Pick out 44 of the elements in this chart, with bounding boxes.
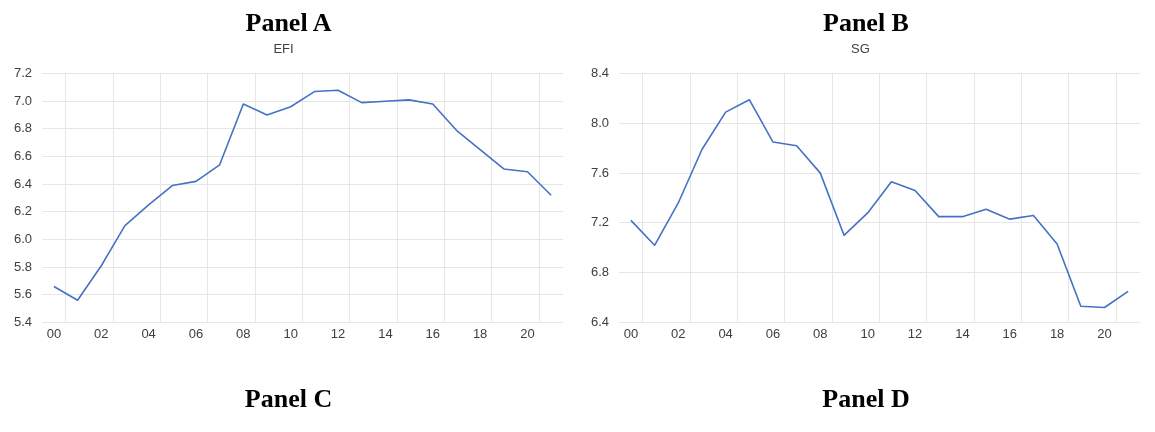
y-tick-label: 8.4 (590, 65, 610, 81)
chart-subtitle: SG (851, 41, 870, 57)
x-tick-label: 12 (330, 325, 346, 341)
y-tick-label: 7.0 (13, 92, 33, 108)
x-tick-label: 20 (520, 325, 535, 341)
y-tick-label: 7.2 (590, 214, 610, 230)
x-tick-label: 00 (46, 325, 62, 341)
chart-title: Panel B (822, 7, 910, 38)
y-tick-label: 7.2 (13, 65, 33, 81)
x-tick-label: 14 (955, 325, 970, 341)
text: Panel D (821, 383, 911, 414)
x-tick-label: 18 (472, 325, 488, 341)
text: Panel C (243, 383, 334, 414)
x-tick-label: 08 (236, 325, 251, 341)
y-tick-label: 6.8 (590, 264, 610, 280)
y-tick-label: 5.4 (13, 313, 33, 329)
x-tick-label: 08 (813, 325, 828, 341)
x-tick-label: 02 (94, 325, 109, 341)
x-tick-label: 14 (378, 325, 393, 341)
x-tick-label: 04 (718, 325, 733, 341)
x-tick-label: 04 (141, 325, 156, 341)
x-tick-label: 06 (188, 325, 204, 341)
x-tick-label: 00 (623, 325, 639, 341)
y-tick-label: 6.0 (13, 231, 33, 247)
chart-title: Panel A (244, 7, 333, 38)
y-tick-label: 6.4 (590, 313, 610, 329)
x-tick-label: 18 (1049, 325, 1065, 341)
x-tick-label: 12 (907, 325, 923, 341)
y-tick-label: 6.2 (13, 203, 33, 219)
x-tick-label: 02 (671, 325, 686, 341)
y-tick-label: 5.8 (13, 258, 33, 274)
y-tick-label: 8.0 (590, 114, 610, 130)
x-tick-label: 10 (283, 325, 298, 341)
y-tick-label: 7.6 (590, 164, 610, 180)
x-tick-label: 10 (860, 325, 875, 341)
y-tick-label: 6.6 (13, 148, 33, 164)
y-tick-label: 5.6 (13, 286, 33, 302)
x-tick-label: 20 (1097, 325, 1112, 341)
x-tick-label: 16 (1002, 325, 1017, 341)
x-tick-label: 16 (425, 325, 440, 341)
y-tick-label: 6.8 (13, 120, 33, 136)
y-tick-label: 6.4 (13, 175, 33, 191)
x-tick-label: 06 (765, 325, 781, 341)
chart-subtitle: EFI (273, 41, 294, 57)
